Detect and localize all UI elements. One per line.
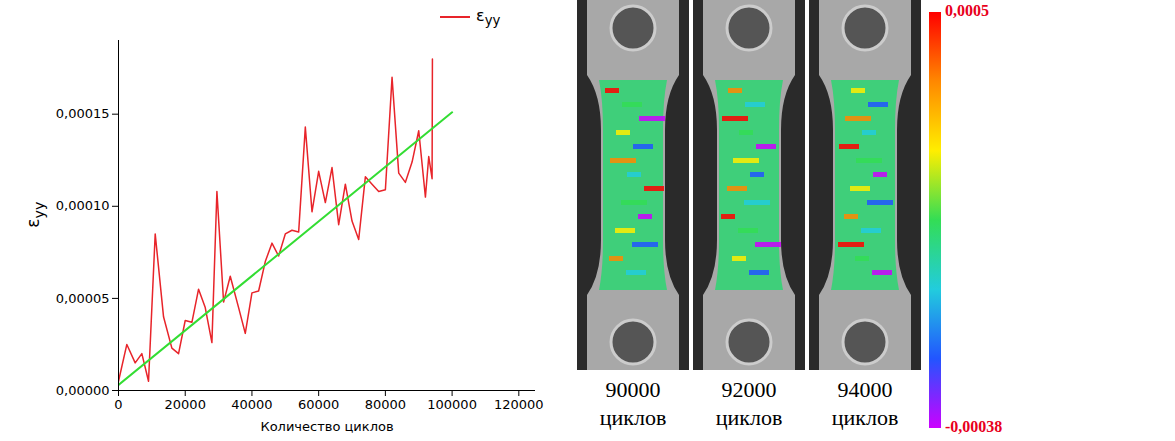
html-text:yy: yy <box>30 201 47 219</box>
svg-text:0,0005: 0,0005 <box>945 2 989 19</box>
svg-text:0,00000: 0,00000 <box>56 383 110 398</box>
html-text:циклов: циклов <box>599 405 667 430</box>
svg-text:40000: 40000 <box>231 397 272 412</box>
svg-text:0,00015: 0,00015 <box>56 106 110 121</box>
svg-text:120000: 120000 <box>494 397 544 412</box>
html-text:ε: ε <box>23 218 44 228</box>
svg-text:-0,00038: -0,00038 <box>945 418 1002 435</box>
html-text:εyy: εyy <box>476 6 501 29</box>
svg-text:100000: 100000 <box>427 397 477 412</box>
html-text:циклов: циклов <box>831 405 899 430</box>
svg-text:0,00005: 0,00005 <box>56 291 110 306</box>
svg-text:20000: 20000 <box>165 397 206 412</box>
svg-text:60000: 60000 <box>298 397 339 412</box>
svg-text:80000: 80000 <box>365 397 406 412</box>
html-text:90000: 90000 <box>605 377 661 402</box>
svg-text:0: 0 <box>114 397 122 412</box>
html-text:92000: 92000 <box>721 377 777 402</box>
svg-text:0,00010: 0,00010 <box>56 198 110 213</box>
svg-text:Количество циклов: Количество циклов <box>260 419 393 434</box>
html-text:циклов: циклов <box>715 405 783 430</box>
html-text:94000: 94000 <box>837 377 893 402</box>
